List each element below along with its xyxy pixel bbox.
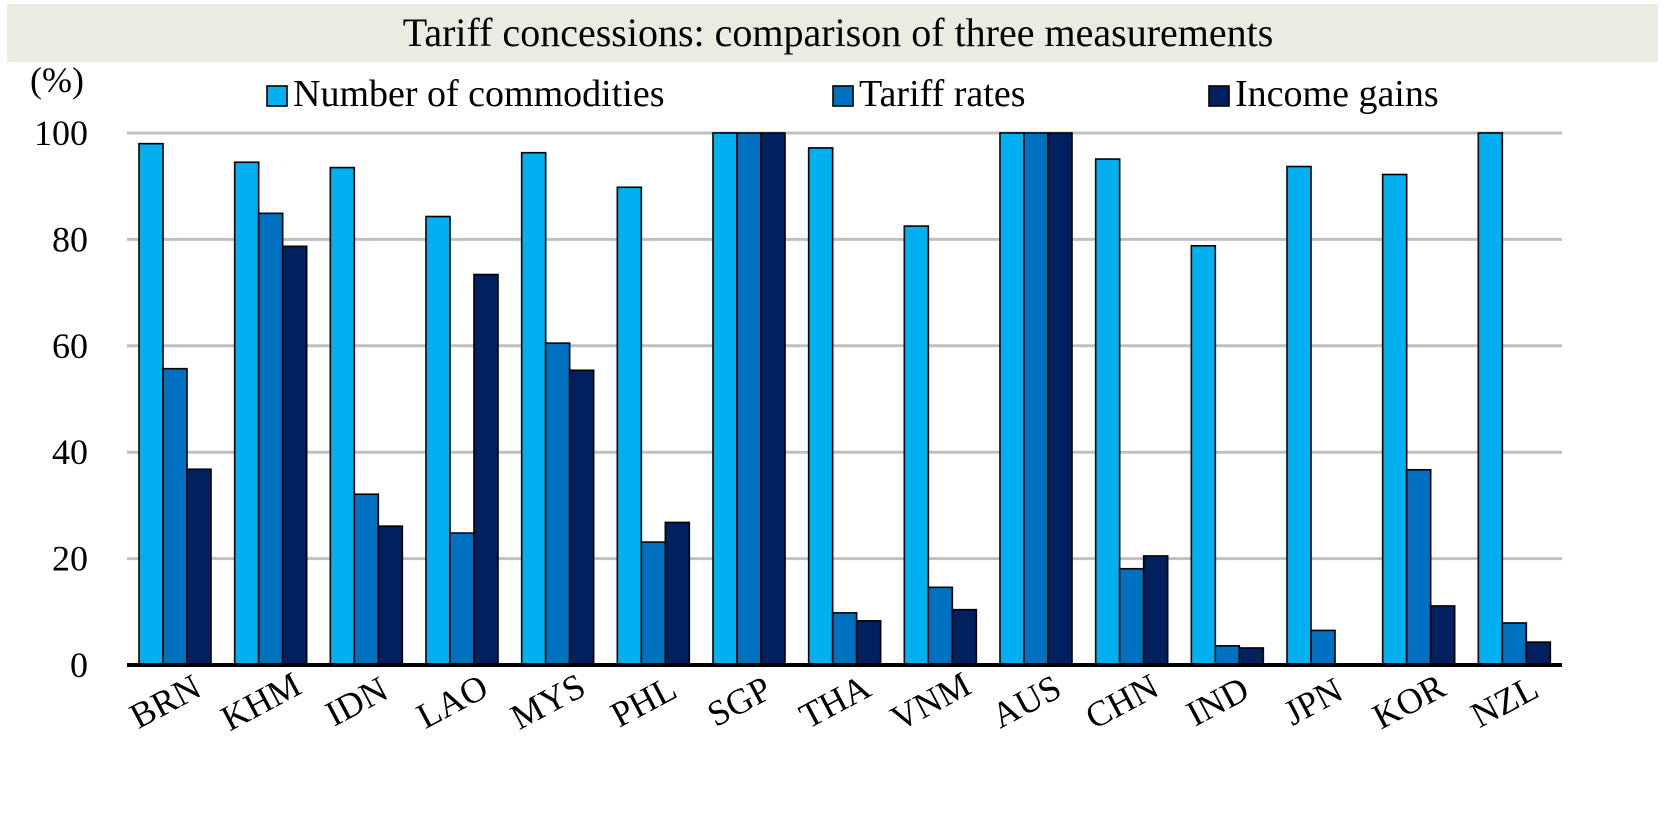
bar	[1381, 173, 1408, 666]
bar	[329, 166, 356, 666]
x-tick-label: NZL	[1464, 667, 1545, 735]
bar	[1477, 132, 1504, 666]
bar	[664, 521, 691, 666]
x-tick-labels: BRN KHM IDN LAO MYS PHL SGP THA VNM AUS CHN IND JPN K…	[123, 664, 1545, 739]
bar	[233, 161, 260, 666]
bar	[377, 525, 404, 666]
y-tick-label: 60	[52, 326, 88, 366]
bar	[1214, 645, 1241, 666]
x-tick-label: MYS	[504, 665, 592, 737]
bar	[568, 369, 595, 666]
bar	[1525, 641, 1552, 666]
x-tick-label: IDN	[319, 669, 394, 734]
x-tick-label: BRN	[123, 666, 207, 736]
bar	[1190, 244, 1217, 666]
bar	[640, 541, 667, 666]
y-tick-label: 0	[70, 645, 88, 685]
x-tick-label: AUS	[985, 667, 1067, 736]
bar	[736, 132, 762, 666]
chart-title: Tariff concessions: comparison of three …	[403, 10, 1274, 55]
x-tick-label: LAO	[410, 666, 494, 736]
x-tick-label: THA	[793, 666, 877, 736]
bar	[473, 273, 499, 666]
bar	[162, 367, 188, 666]
x-tick-label: JPN	[1277, 670, 1349, 734]
bar	[616, 186, 643, 666]
bar	[712, 132, 738, 666]
bar	[760, 132, 786, 666]
x-tick-label: IND	[1180, 669, 1255, 734]
legend-swatch	[266, 85, 288, 107]
title-band	[7, 4, 1658, 62]
x-tick-label: PHL	[604, 668, 683, 735]
bar	[520, 151, 547, 666]
bar	[1429, 605, 1456, 666]
y-tick-label: 100	[34, 113, 88, 153]
bar	[138, 142, 164, 666]
bar	[353, 493, 380, 666]
bar	[1405, 468, 1432, 666]
bar	[257, 212, 284, 666]
legend-label: Income gains	[1235, 73, 1439, 115]
bars	[138, 132, 1552, 666]
legend-swatch	[1208, 85, 1230, 107]
y-tick-labels: 0 20 40 60 80 100	[34, 113, 88, 685]
y-tick-label: 40	[52, 432, 88, 472]
bar	[281, 245, 308, 666]
bar	[999, 132, 1025, 666]
bar	[1310, 629, 1336, 666]
legend-label: Tariff rates	[859, 73, 1026, 115]
bar	[1238, 647, 1265, 666]
bar	[831, 612, 858, 666]
x-tick-label: CHN	[1079, 666, 1165, 737]
legend: Number of commodities Tariff rates Income …	[266, 73, 1439, 115]
y-tick-label: 80	[52, 219, 88, 259]
bar	[855, 620, 882, 666]
bar	[1047, 132, 1073, 666]
bar	[951, 608, 978, 666]
bar	[1023, 132, 1049, 666]
legend-label: Number of commodities	[293, 73, 664, 115]
bar	[1094, 158, 1121, 666]
bar	[544, 342, 571, 666]
y-tick-label: 20	[52, 539, 88, 579]
bar	[1142, 555, 1169, 666]
bar	[1286, 165, 1312, 666]
y-axis-label: (%)	[30, 60, 84, 100]
bar	[903, 225, 930, 666]
bar	[449, 532, 475, 666]
bar	[425, 215, 451, 666]
bar	[927, 586, 954, 666]
x-tick-label: KOR	[1366, 666, 1452, 737]
legend-swatch	[832, 85, 854, 107]
bar	[1118, 567, 1145, 666]
x-tick-label: KHM	[214, 664, 307, 739]
x-tick-label: VNM	[884, 664, 977, 739]
bar	[1501, 622, 1528, 666]
bar	[186, 468, 212, 666]
bar	[807, 147, 834, 666]
x-tick-label: SGP	[701, 668, 778, 734]
